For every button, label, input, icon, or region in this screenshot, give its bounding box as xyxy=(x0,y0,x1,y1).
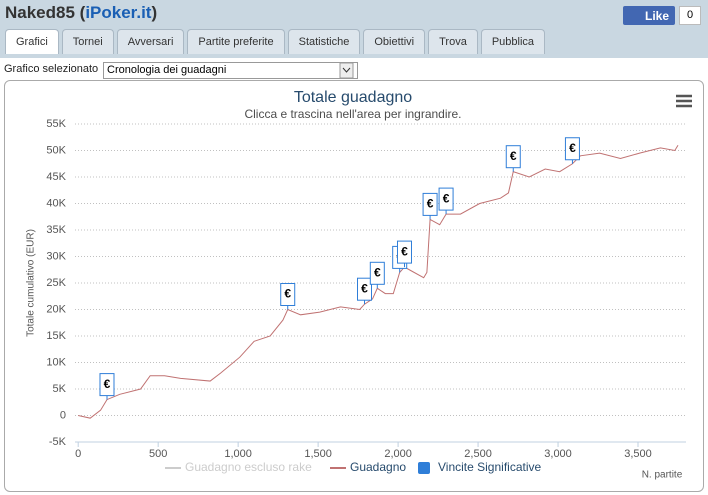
y-tick-label: 0 xyxy=(60,409,66,421)
tabs: Grafici Tornei Avversari Partite preferite S… xyxy=(5,29,546,54)
y-tick-label: 10K xyxy=(46,356,66,368)
y-tick-label: 45K xyxy=(46,171,66,183)
flag-box xyxy=(99,373,115,397)
line xyxy=(78,144,679,419)
y-tick-label: 55K xyxy=(46,118,66,130)
chart-box xyxy=(4,80,704,492)
y-tick-label: 20K xyxy=(46,303,66,315)
flag-box xyxy=(280,283,296,306)
flag-text: € xyxy=(443,191,450,205)
legend-label[interactable]: Guadagno escluso rake xyxy=(185,460,312,474)
x-tick-label: 3,000 xyxy=(544,448,572,460)
chart-title: Totale guadagno xyxy=(294,89,412,106)
flag-text: € xyxy=(401,244,408,258)
y-tick-label: -5K xyxy=(49,436,67,448)
legend-label[interactable]: Guadagno xyxy=(350,460,406,474)
tab[interactable]: Avversari xyxy=(116,29,185,54)
flag: € xyxy=(369,261,385,289)
x-axis-label: N. partite xyxy=(642,470,683,481)
tab[interactable]: Statistiche xyxy=(287,29,361,54)
title-end: ) xyxy=(151,3,158,22)
flag-box xyxy=(422,192,438,216)
y-tick-label: 40K xyxy=(46,197,66,209)
chart-subtitle: Clicca e trascina nell'area per ingrandi… xyxy=(244,107,461,121)
flag-text: € xyxy=(510,149,517,163)
x-tick-label: 2,000 xyxy=(384,448,412,460)
y-tick-label: 30K xyxy=(46,250,66,262)
tab[interactable]: Pubblica xyxy=(480,29,546,54)
page-title: Naked85 (iPoker.it) xyxy=(5,3,157,23)
tab[interactable]: Grafici xyxy=(5,29,59,54)
menu-icon[interactable] xyxy=(676,94,692,108)
flag: € xyxy=(357,277,373,305)
flag: € xyxy=(396,240,412,268)
user: Naked85 ( xyxy=(5,3,86,22)
flag-text: € xyxy=(427,197,434,211)
flag-box xyxy=(369,261,385,285)
flag-box xyxy=(438,187,454,211)
flag: € xyxy=(505,145,521,172)
legend-label[interactable]: Vincite Significative xyxy=(438,460,541,474)
flag-text: € xyxy=(361,281,368,295)
selector-label: Grafico selezionato xyxy=(4,63,99,75)
flag-text: € xyxy=(284,287,291,301)
x-tick-label: 500 xyxy=(149,448,167,460)
like-count: 0 xyxy=(679,6,701,25)
y-tick-label: 35K xyxy=(46,224,66,236)
x-tick-label: 2,500 xyxy=(464,448,492,460)
flag-box xyxy=(505,145,521,169)
arrow-icon xyxy=(342,67,351,73)
tab[interactable]: Tornei xyxy=(61,29,114,54)
legend-symbol xyxy=(418,462,430,474)
x-tick-label: 0 xyxy=(75,448,81,460)
flag-text: € xyxy=(569,141,576,155)
tab[interactable]: Partite preferite xyxy=(187,29,285,54)
flag: € xyxy=(438,187,454,215)
like-button[interactable]: Like xyxy=(623,6,676,25)
flag-text: € xyxy=(104,377,111,391)
flag: € xyxy=(422,192,438,220)
tab[interactable]: Trova xyxy=(428,29,478,54)
x-tick-label: 3,500 xyxy=(624,448,652,460)
tab[interactable]: Obiettivi xyxy=(363,29,426,54)
top-bar: Naked85 (iPoker.it) Like 0 Grafici Tornei… xyxy=(0,0,708,58)
y-axis-label: Totale cumulativo (EUR) xyxy=(26,229,37,337)
x-tick-label: 1,500 xyxy=(304,448,332,460)
site-link[interactable]: iPoker.it xyxy=(85,3,152,22)
flag-box xyxy=(564,137,580,161)
y-tick-label: 15K xyxy=(46,330,66,342)
flag: € xyxy=(564,137,580,164)
y-tick-label: 5K xyxy=(53,383,67,395)
y-tick-label: 25K xyxy=(46,277,66,289)
flag: € xyxy=(99,373,115,400)
select-arrow[interactable] xyxy=(339,62,354,79)
flag-box xyxy=(396,240,412,264)
x-tick-label: 1,000 xyxy=(224,448,252,460)
flag-box xyxy=(357,277,373,301)
chart-select[interactable]: Cronologia dei guadagni xyxy=(103,62,358,79)
flag: € xyxy=(280,283,296,310)
flag-text: € xyxy=(374,265,381,279)
y-tick-label: 50K xyxy=(46,144,66,156)
